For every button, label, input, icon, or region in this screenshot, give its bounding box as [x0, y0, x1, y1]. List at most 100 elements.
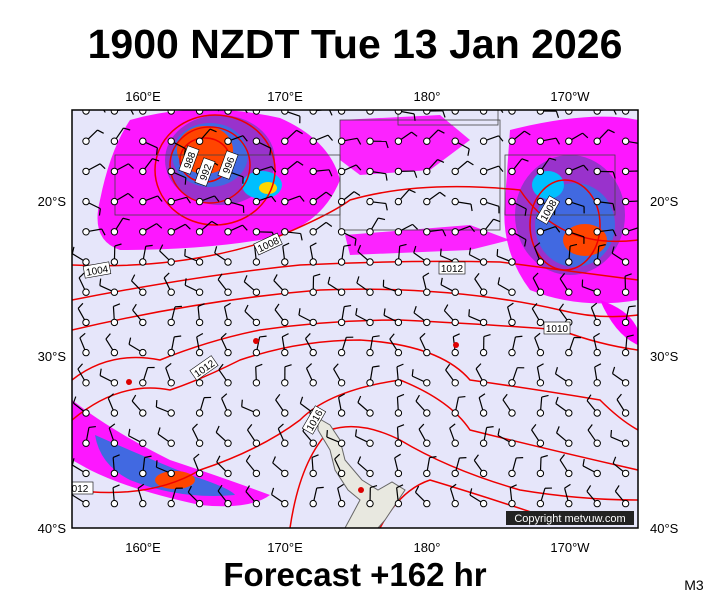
barb-station	[451, 348, 459, 357]
lon-label-top: 170°E	[267, 89, 303, 104]
barb-station	[110, 499, 119, 508]
barb-flag	[534, 332, 541, 339]
barb-station	[224, 348, 232, 357]
isobar-label-box	[535, 195, 561, 225]
barb-station	[82, 197, 90, 206]
barb-flag	[598, 244, 606, 247]
barb-station	[167, 348, 175, 357]
barb-flag	[521, 158, 529, 162]
barb-flag	[99, 368, 102, 376]
barb-station	[252, 379, 261, 387]
barb-flag	[498, 165, 504, 172]
barb-flag	[357, 244, 362, 252]
barb-station	[337, 348, 346, 357]
barb-station	[508, 228, 516, 236]
barb-station	[536, 137, 545, 145]
barb-flag	[559, 272, 566, 280]
barb-station	[337, 469, 346, 478]
barb-flag	[502, 393, 508, 401]
barb-flag	[355, 308, 358, 316]
barb-flag	[442, 229, 447, 237]
barb-flag	[413, 113, 416, 121]
barb-station	[479, 228, 488, 236]
barb-flag	[216, 455, 221, 463]
barb-station	[281, 469, 289, 478]
barb-flag	[355, 164, 362, 171]
barb-flag	[628, 305, 636, 308]
barb-flag	[259, 335, 267, 338]
barb-flag	[152, 158, 160, 162]
barb-flag	[593, 332, 600, 338]
barb-flag	[453, 333, 460, 338]
barb-flag	[610, 429, 613, 438]
barb-station	[110, 110, 119, 115]
barb-station	[451, 167, 459, 176]
barb-flag	[586, 485, 592, 492]
copyright-box	[506, 511, 634, 525]
barb-flag	[467, 160, 474, 166]
barb-station	[110, 197, 119, 206]
barb-flag	[397, 393, 405, 398]
barb-flag	[383, 308, 386, 316]
barb-station	[593, 288, 601, 296]
barb-flag	[582, 132, 589, 139]
barb-station	[394, 348, 403, 357]
barb-station	[110, 409, 119, 417]
barb-station	[565, 439, 573, 447]
barb-station	[423, 499, 431, 508]
barb-station	[195, 318, 204, 327]
barb-flag	[328, 169, 333, 177]
barb-station	[394, 228, 403, 236]
barb-flag	[608, 129, 615, 134]
barb-station	[508, 167, 516, 176]
barb-station	[139, 439, 147, 447]
barb-station	[593, 110, 601, 115]
barb-flag	[78, 272, 85, 279]
barb-station	[139, 379, 147, 387]
model-label: M3	[684, 577, 704, 593]
barb-flag	[112, 484, 120, 489]
barb-station	[110, 469, 119, 478]
isobars	[72, 114, 638, 528]
barb-flag	[274, 303, 280, 311]
lon-label-top: 160°E	[125, 89, 161, 104]
lat-label-left: 40°S	[38, 521, 67, 536]
barb-station	[394, 167, 403, 176]
wind-barbs	[72, 101, 645, 508]
barb-flag	[224, 302, 231, 308]
barb-station	[508, 258, 516, 266]
barb-flag	[414, 485, 420, 493]
barb-station	[195, 258, 204, 266]
barb-flag	[555, 396, 559, 404]
barb-station	[621, 499, 630, 508]
barb-station	[423, 258, 431, 266]
barb-station	[337, 258, 346, 266]
lat-label-left: 20°S	[38, 194, 67, 209]
barb-flag	[486, 426, 494, 429]
barb-flag	[220, 332, 227, 339]
barb-station	[479, 197, 488, 206]
barb-flag	[493, 218, 501, 223]
barb-flag	[396, 484, 404, 489]
barb-station	[451, 409, 459, 417]
barb-station	[536, 228, 545, 236]
barb-flag	[641, 107, 645, 113]
lon-label-bottom: 180°	[414, 540, 441, 555]
barb-station	[593, 439, 601, 447]
barb-flag	[475, 363, 482, 370]
barb-flag	[559, 454, 565, 461]
barb-station	[479, 439, 488, 447]
barb-flag	[215, 425, 220, 433]
barb-station	[139, 469, 147, 478]
barb-flag	[385, 173, 388, 181]
barb-station	[195, 288, 204, 296]
barb-station	[167, 197, 175, 206]
barb-station	[252, 499, 261, 508]
barb-flag	[356, 138, 362, 145]
barb-flag	[445, 363, 451, 371]
barb-flag	[399, 243, 407, 247]
barb-station	[224, 137, 232, 145]
barb-flag	[311, 454, 319, 458]
barb-station	[82, 348, 90, 357]
barb-flag	[524, 101, 530, 105]
